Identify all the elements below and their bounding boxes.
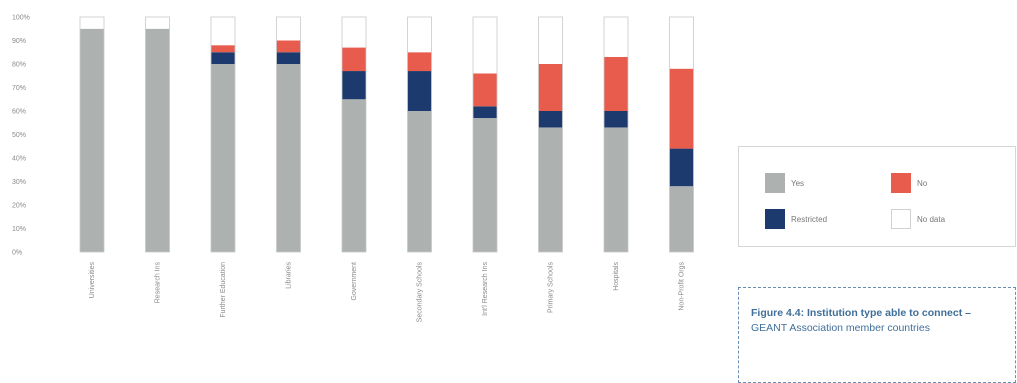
bar-segment (407, 111, 432, 252)
legend-label-no-data: No data (917, 214, 946, 224)
bar-outline (538, 16, 563, 253)
legend-item-yes: Yes (765, 173, 804, 193)
bar-segment (276, 52, 301, 64)
bar-segment (538, 64, 563, 111)
legend-item-restricted: Restricted (765, 209, 827, 229)
bar-segment (604, 56, 628, 111)
bar-segment (538, 111, 563, 128)
category-label: Further Education (220, 262, 227, 318)
legend-swatch-restricted (765, 209, 785, 229)
bar-segment (342, 17, 366, 48)
bar-outline (210, 16, 236, 253)
bar-segment (407, 52, 432, 72)
bar-segment (473, 106, 497, 119)
category-label: Universities (89, 262, 96, 299)
legend-item-no-data: No data (891, 209, 945, 229)
y-tick-label: 60% (12, 109, 26, 116)
stacked-bar-chart: 0% 10% 20% 30% 40% 50% 60% 70% 80% 90% 100% Univer… (12, 15, 694, 323)
caption-title: Figure 4.4: Institution type able to con… (751, 307, 971, 319)
category-label: Government (351, 262, 358, 301)
bar-segment (276, 40, 301, 53)
category-label: Secondary Schools (417, 262, 424, 323)
bar-outline (407, 16, 432, 253)
category-label: Primary Schools (548, 262, 555, 313)
category-labels: Universities Research Ins Further Educatio… (89, 262, 686, 323)
category-label: Libraries (286, 262, 293, 289)
bar-outline (79, 16, 105, 253)
category-label: Non-Profit Orgs (679, 262, 686, 311)
bar-segment (669, 148, 694, 187)
legend-swatch-no (891, 173, 911, 193)
bar-segment (211, 45, 235, 53)
y-tick-label: 40% (12, 156, 26, 163)
bar-segment (669, 17, 694, 69)
bar-segment (473, 118, 497, 252)
bar-segment (145, 17, 170, 29)
legend: Yes No Restricted No data (738, 146, 1016, 247)
legend-label-yes: Yes (791, 178, 805, 188)
bar-outline (472, 16, 498, 253)
y-axis-ticks: 0% 10% 20% 30% 40% 50% 60% 70% 80% 90% 100% (12, 15, 30, 257)
bars-group (79, 16, 694, 253)
bar-segment (342, 99, 366, 252)
bar-segment (211, 17, 235, 46)
y-tick-label: 70% (12, 85, 26, 92)
y-tick-label: 0% (12, 250, 22, 257)
bar-segment (211, 64, 235, 252)
bar-segment (473, 17, 497, 74)
bar-segment (473, 73, 497, 107)
y-tick-label: 90% (12, 38, 26, 45)
bar-segment (407, 71, 432, 111)
bar-outline (341, 16, 367, 253)
bar-segment (342, 47, 366, 72)
category-label: Hospitals (613, 262, 620, 291)
category-label: Research Ins (155, 262, 162, 304)
y-tick-label: 10% (12, 226, 26, 233)
y-tick-label: 80% (12, 62, 26, 69)
bar-segment (538, 127, 563, 252)
bar-segment (276, 17, 301, 41)
bar-segment (604, 17, 628, 57)
caption-text: Figure 4.4: Institution type able to con… (751, 306, 1005, 336)
legend-swatch-yes (765, 173, 785, 193)
bar-segment (145, 28, 170, 252)
bar-segment (80, 17, 104, 29)
y-tick-label: 50% (12, 132, 26, 139)
bar-segment (604, 127, 628, 252)
bar-segment (669, 68, 694, 149)
figure-caption: Figure 4.4: Institution type able to con… (738, 287, 1016, 383)
bar-outline (276, 16, 301, 253)
bar-segment (604, 111, 628, 128)
legend-label-restricted: Restricted (791, 214, 828, 224)
legend-label-no: No (917, 178, 928, 188)
bar-segment (538, 17, 563, 64)
legend-item-no: No (891, 173, 927, 193)
bar-outline (669, 16, 694, 253)
bar-segment (80, 28, 104, 252)
caption-subtitle: GEANT Association member countries (751, 322, 930, 334)
category-label: Int'l Research Ins (482, 262, 489, 316)
bar-segment (211, 52, 235, 64)
y-tick-label: 30% (12, 179, 26, 186)
y-tick-label: 20% (12, 203, 26, 210)
bar-segment (669, 186, 694, 252)
bar-segment (276, 64, 301, 252)
bar-segment (342, 71, 366, 100)
bar-outline (603, 16, 629, 253)
y-tick-label: 100% (12, 15, 30, 22)
bar-outline (145, 16, 170, 253)
bar-segment (407, 17, 432, 53)
legend-swatch-no-data (891, 209, 911, 229)
